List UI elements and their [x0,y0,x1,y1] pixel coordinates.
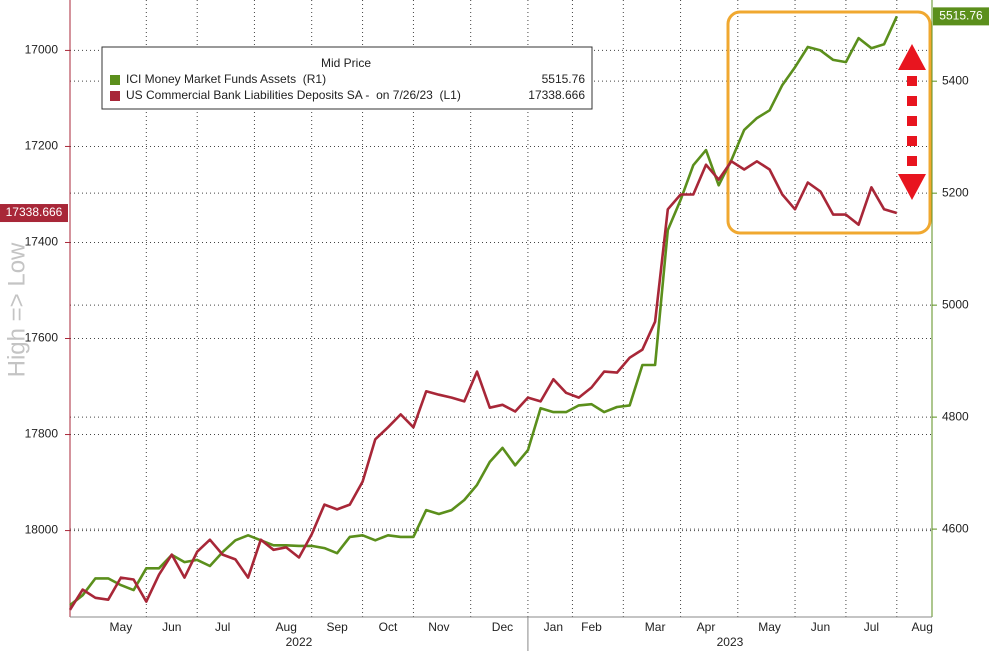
x-tick-label: Aug [912,620,933,634]
legend-swatch [110,75,120,85]
last-value-label: 17338.666 [6,205,63,219]
legend-swatch [110,91,120,101]
legend-value: 5515.76 [542,72,586,86]
legend-box [101,46,593,110]
legend-value: 17338.666 [528,88,585,102]
x-tick-label: Jan [544,620,563,634]
legend-label: US Commercial Bank Liabilities Deposits … [126,88,461,102]
legend: Mid Price ICI Money Market Funds Assets … [101,46,593,110]
series-line [69,15,898,607]
x-tick-label: Oct [379,620,398,634]
series-line [68,160,898,611]
x-tick-label: Dec [492,620,513,634]
x-tick-label: Mar [645,620,666,634]
grid [70,0,932,617]
x-tick-label: May [110,620,133,634]
y-tick-label: 17800 [25,427,59,441]
y-tick-label: 17200 [25,139,59,153]
y2-tick-label: 4600 [942,521,969,535]
y2-tick-label: 5200 [942,185,969,199]
year-label: 2022 [286,635,313,649]
x-tick-label: Feb [581,620,602,634]
x-tick-label: Jul [864,620,879,634]
x-tick-label: Aug [276,620,297,634]
y2-tick-label: 4800 [942,409,969,423]
last-value-tag [933,7,989,26]
y2-tick-label: 5400 [942,73,969,87]
y-tick-label: 17600 [25,331,59,345]
x-tick-label: May [758,620,781,634]
last-value-label: 5515.76 [939,9,983,23]
double-arrow [898,44,926,200]
x-tick-label: Sep [326,620,348,634]
highlight-box [726,10,932,235]
y-tick-label: 18000 [25,523,59,537]
y-tick-label: 17000 [25,43,59,57]
y-tick-label: 17400 [25,235,59,249]
legend-title: Mid Price [321,56,371,70]
legend-label: ICI Money Market Funds Assets (R1) [126,72,326,86]
x-tick-label: Jun [162,620,181,634]
last-value-tag [0,204,68,223]
x-tick-label: Apr [697,620,716,634]
x-tick-label: Nov [428,620,449,634]
y-axis-label: High => Low [3,242,30,377]
y2-tick-label: 5000 [942,297,969,311]
x-tick-label: Jul [215,620,230,634]
year-label: 2023 [717,635,744,649]
x-tick-label: Jun [811,620,830,634]
